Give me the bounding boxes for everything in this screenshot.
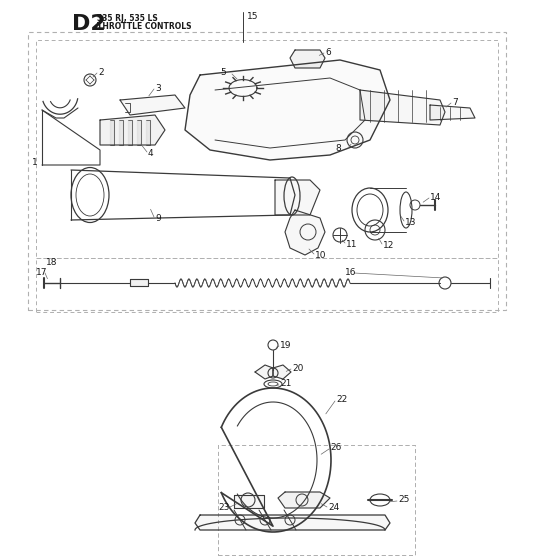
Bar bbox=[36, 40, 498, 258]
Text: 4: 4 bbox=[148, 148, 153, 157]
Text: 7: 7 bbox=[452, 97, 458, 106]
Polygon shape bbox=[110, 120, 114, 145]
Text: 22: 22 bbox=[336, 395, 347, 404]
Bar bbox=[28, 32, 506, 310]
Text: 13: 13 bbox=[405, 217, 417, 226]
Text: 16: 16 bbox=[345, 268, 357, 277]
Text: 535 RJ, 535 LS: 535 RJ, 535 LS bbox=[97, 14, 158, 23]
Polygon shape bbox=[285, 210, 325, 255]
Polygon shape bbox=[360, 90, 445, 125]
Polygon shape bbox=[119, 120, 123, 145]
Bar bbox=[218, 445, 415, 555]
Text: 9: 9 bbox=[155, 213, 161, 222]
Text: 23: 23 bbox=[218, 503, 230, 512]
Polygon shape bbox=[100, 115, 165, 145]
Text: 17: 17 bbox=[36, 268, 48, 277]
Text: 10: 10 bbox=[315, 250, 326, 259]
Text: 18: 18 bbox=[46, 258, 58, 267]
Polygon shape bbox=[137, 120, 141, 145]
Polygon shape bbox=[130, 279, 148, 286]
Text: 24: 24 bbox=[328, 503, 339, 512]
Polygon shape bbox=[278, 492, 330, 508]
Text: 2: 2 bbox=[98, 68, 104, 77]
Polygon shape bbox=[195, 515, 390, 530]
Polygon shape bbox=[146, 120, 150, 145]
Text: 14: 14 bbox=[430, 193, 441, 202]
Polygon shape bbox=[255, 365, 273, 379]
Text: 5: 5 bbox=[220, 68, 226, 77]
Polygon shape bbox=[120, 95, 185, 115]
Text: 1: 1 bbox=[32, 157, 38, 166]
Bar bbox=[36, 258, 498, 312]
Polygon shape bbox=[290, 50, 325, 68]
Text: 26: 26 bbox=[330, 444, 342, 452]
Polygon shape bbox=[128, 120, 132, 145]
Text: 20: 20 bbox=[292, 363, 304, 372]
Polygon shape bbox=[275, 180, 320, 215]
Text: 19: 19 bbox=[280, 340, 292, 349]
Polygon shape bbox=[234, 495, 264, 508]
Text: 21: 21 bbox=[280, 380, 291, 389]
Text: 6: 6 bbox=[325, 48, 331, 57]
Polygon shape bbox=[273, 365, 291, 379]
Bar bbox=[218, 445, 415, 555]
Polygon shape bbox=[430, 105, 475, 120]
Text: 12: 12 bbox=[383, 240, 394, 250]
Text: 25: 25 bbox=[398, 496, 409, 505]
Text: 15: 15 bbox=[247, 12, 259, 21]
Text: THROTTLE CONTROLS: THROTTLE CONTROLS bbox=[97, 22, 192, 31]
Text: D2: D2 bbox=[72, 14, 106, 34]
Text: 3: 3 bbox=[155, 83, 161, 92]
Text: 8: 8 bbox=[335, 143, 340, 152]
Text: 11: 11 bbox=[346, 240, 357, 249]
